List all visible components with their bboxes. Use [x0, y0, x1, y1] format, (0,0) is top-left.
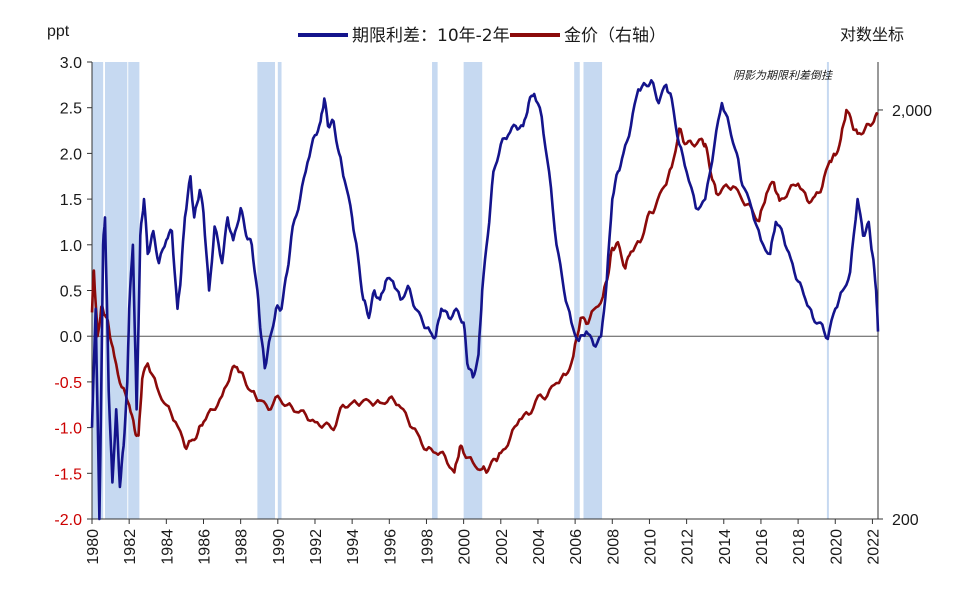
x-tick-label-5: 1990 — [271, 529, 288, 565]
x-tick-label-14: 2008 — [605, 529, 622, 565]
shade-band-7 — [574, 62, 580, 519]
x-tick-label-17: 2014 — [717, 529, 734, 565]
x-tick-label-10: 2000 — [457, 529, 474, 565]
left-tick-label-9: -1.5 — [54, 466, 82, 483]
x-tick-label-15: 2010 — [642, 529, 659, 565]
x-tick-label-21: 2022 — [865, 529, 882, 565]
shade-band-9 — [826, 62, 829, 519]
right-axis-unit: 对数坐标 — [840, 26, 904, 44]
legend: 期限利差：10年-2年 金价（右轴） — [298, 26, 666, 46]
shade-band-0 — [92, 62, 104, 519]
left-tick-label-8: -1.0 — [54, 421, 82, 438]
x-tick-label-8: 1996 — [382, 529, 399, 565]
left-tick-label-1: 2.5 — [60, 101, 82, 118]
shade-band-4 — [277, 62, 282, 519]
x-tick-label-16: 2012 — [680, 529, 697, 565]
x-tick-label-2: 1984 — [159, 529, 176, 565]
legend-label-spread: 期限利差：10年-2年 — [352, 26, 510, 46]
left-tick-label-6: 0.0 — [60, 329, 82, 346]
left-tick-label-2: 2.0 — [60, 146, 82, 163]
left-tick-label-10: -2.0 — [54, 512, 82, 529]
tick-labels: 3.0 2.5 2.0 1.5 1.0 0.5 0.0 -0.5 -1.0 -1.5 -2.0 2,0… — [54, 55, 932, 565]
left-tick-label-0: 3.0 — [60, 55, 82, 72]
shading-annotation: 阴影为期限利差倒挂 — [733, 69, 833, 82]
axes — [87, 61, 883, 524]
x-tick-label-0: 1980 — [85, 529, 102, 565]
x-tick-label-18: 2016 — [754, 529, 771, 565]
shade-band-5 — [432, 62, 438, 519]
x-tick-label-4: 1988 — [234, 529, 251, 565]
series-lines — [90, 79, 880, 521]
x-tick-label-1: 1982 — [122, 529, 139, 565]
x-tick-label-13: 2006 — [568, 529, 585, 565]
right-tick-label-1: 200 — [892, 512, 919, 529]
x-tick-label-9: 1998 — [419, 529, 436, 565]
x-tick-label-19: 2018 — [791, 529, 808, 565]
x-tick-label-3: 1986 — [196, 529, 213, 565]
gold-price-line — [90, 108, 879, 474]
shade-band-6 — [463, 62, 483, 519]
term-spread-line — [90, 79, 880, 521]
left-tick-label-3: 1.5 — [60, 192, 82, 209]
left-tick-label-4: 1.0 — [60, 238, 82, 255]
x-tick-label-20: 2020 — [828, 529, 845, 565]
left-tick-label-5: 0.5 — [60, 284, 82, 301]
x-tick-label-12: 2004 — [531, 529, 548, 565]
left-axis-unit: ppt — [47, 23, 70, 40]
shade-band-8 — [583, 62, 603, 519]
shade-band-1 — [105, 62, 128, 519]
right-tick-label-0: 2,000 — [892, 103, 932, 120]
left-tick-label-7: -0.5 — [54, 375, 82, 392]
legend-label-gold: 金价（右轴） — [564, 26, 666, 46]
shade-band-3 — [257, 62, 276, 519]
x-tick-label-11: 2002 — [494, 529, 511, 565]
x-tick-label-6: 1992 — [308, 529, 325, 565]
x-tick-label-7: 1994 — [345, 529, 362, 565]
